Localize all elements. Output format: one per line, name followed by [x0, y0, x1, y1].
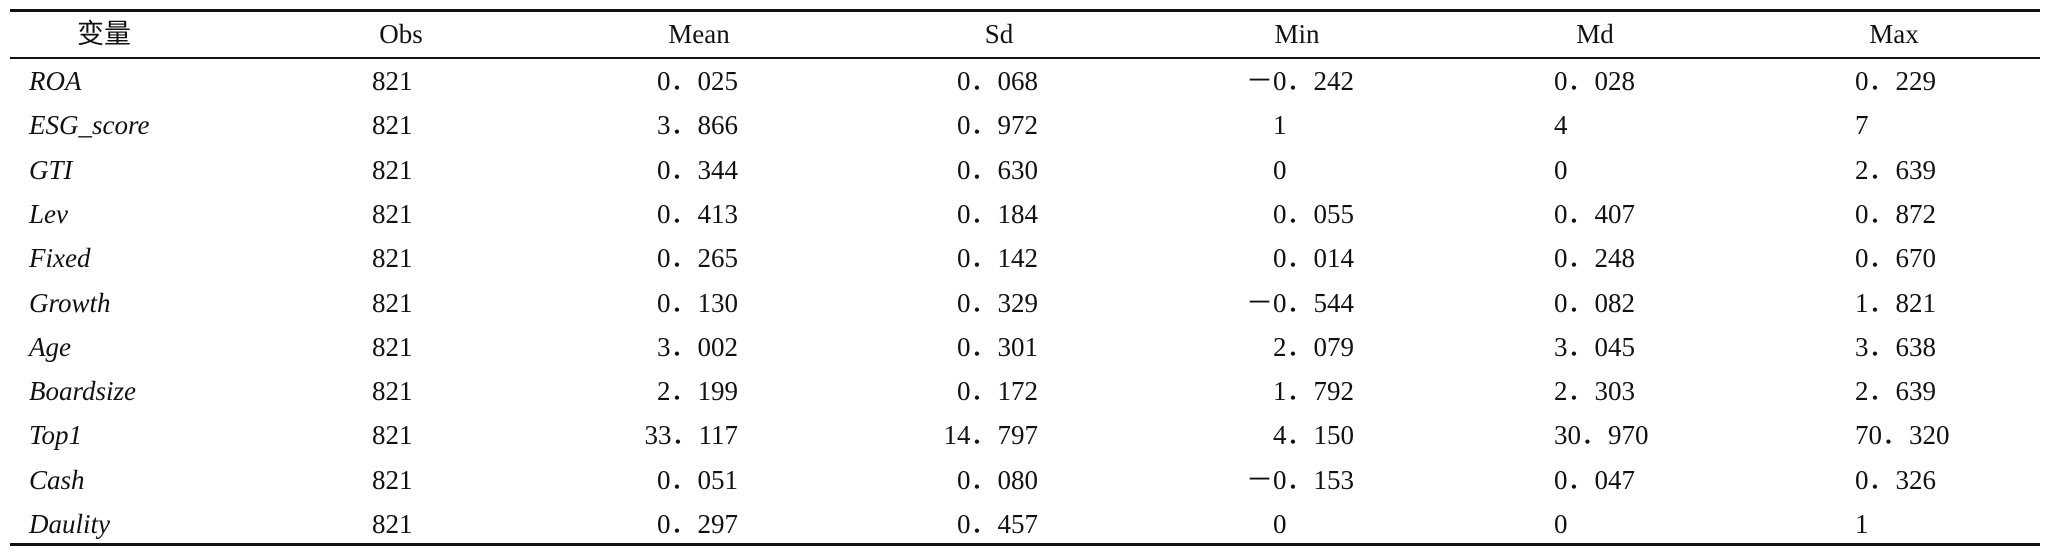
- header-cell: Sd: [984, 19, 1014, 49]
- stat-cell: 2．639: [1855, 376, 1936, 407]
- stat-cell: 0: [1554, 154, 1568, 185]
- stat-cell: 0: [1554, 509, 1568, 539]
- stat-cell: 0．051: [657, 464, 738, 495]
- stat-cell: 821: [372, 198, 413, 229]
- header-cell: Max: [1869, 19, 1919, 49]
- stat-cell: 821: [372, 509, 413, 539]
- variable-name: Boardsize: [29, 376, 136, 407]
- variable-name: Daulity: [29, 509, 110, 539]
- variable-name: GTI: [29, 154, 73, 185]
- stat-cell: 0．028: [1554, 66, 1635, 96]
- stat-cell: 70．320: [1855, 420, 1950, 451]
- stat-cell: 0．413: [657, 198, 738, 229]
- stat-cell: 0．248: [1554, 243, 1635, 274]
- stat-cell: 1．792: [1273, 376, 1354, 407]
- stat-cell: 0．972: [957, 110, 1038, 141]
- variable-name: ROA: [29, 66, 82, 96]
- stat-cell: 2．079: [1273, 331, 1354, 362]
- variable-name: Growth: [29, 287, 111, 318]
- variable-name: Age: [29, 331, 71, 362]
- stat-cell: 0．142: [957, 243, 1038, 274]
- stat-cell: 0: [1273, 509, 1287, 539]
- stat-cell: 1．821: [1855, 287, 1936, 318]
- stat-cell: 0: [1273, 154, 1287, 185]
- stat-cell: －0．242: [1246, 66, 1354, 96]
- top-rule: [10, 9, 2040, 12]
- stat-cell: 0．055: [1273, 198, 1354, 229]
- stat-cell: 3．002: [657, 331, 738, 362]
- header-cell: Md: [1576, 19, 1614, 49]
- stat-cell: 821: [372, 464, 413, 495]
- stat-cell: －0．544: [1246, 287, 1354, 318]
- header-cell: 变量: [77, 19, 131, 49]
- stat-cell: 7: [1855, 110, 1869, 141]
- stat-cell: 14．797: [943, 420, 1039, 451]
- stat-cell: 0．326: [1855, 464, 1936, 495]
- variable-name: Cash: [29, 464, 85, 495]
- header-cell: Obs: [379, 19, 423, 49]
- stat-cell: 821: [372, 110, 413, 141]
- stat-cell: 0．301: [957, 331, 1038, 362]
- stat-cell: 0．297: [657, 509, 738, 539]
- stat-cell: 0．407: [1554, 198, 1635, 229]
- stat-cell: 0．082: [1554, 287, 1635, 318]
- stat-cell: 2．303: [1554, 376, 1635, 407]
- stat-cell: 3．866: [657, 110, 738, 141]
- stat-cell: 30．970: [1554, 420, 1649, 451]
- stat-cell: 0．670: [1855, 243, 1936, 274]
- stat-cell: 0．184: [957, 198, 1038, 229]
- variable-name: ESG_score: [29, 110, 150, 141]
- variable-name: Top1: [29, 420, 83, 451]
- stat-cell: 0．344: [657, 154, 738, 185]
- variable-name: Lev: [29, 198, 68, 229]
- stat-cell: 2．639: [1855, 154, 1936, 185]
- stat-cell: 821: [372, 376, 413, 407]
- stat-cell: 0．080: [957, 464, 1038, 495]
- stat-cell: 4．150: [1273, 420, 1354, 451]
- stat-cell: 0．014: [1273, 243, 1354, 274]
- stat-cell: 0．630: [957, 154, 1038, 185]
- stat-cell: 0．329: [957, 287, 1038, 318]
- stat-cell: 0．047: [1554, 464, 1635, 495]
- stat-cell: 3．638: [1855, 331, 1936, 362]
- stat-cell: 2．199: [657, 376, 738, 407]
- stat-cell: 0．068: [957, 66, 1038, 96]
- stat-cell: 4: [1554, 110, 1568, 141]
- stat-cell: 33．117: [644, 420, 739, 451]
- stat-cell: 0．025: [657, 66, 738, 96]
- stat-cell: 0．229: [1855, 66, 1936, 96]
- header-cell: Mean: [668, 19, 730, 49]
- stat-cell: 821: [372, 243, 413, 274]
- variable-name: Fixed: [29, 243, 91, 274]
- stat-cell: 3．045: [1554, 331, 1635, 362]
- stat-cell: 0．265: [657, 243, 738, 274]
- stat-cell: －0．153: [1246, 464, 1354, 495]
- stat-cell: 0．172: [957, 376, 1038, 407]
- stat-cell: 0．457: [957, 509, 1038, 539]
- stat-cell: 0．872: [1855, 198, 1936, 229]
- stat-cell: 1: [1273, 110, 1287, 141]
- stat-cell: 821: [372, 331, 413, 362]
- stat-cell: 0．130: [657, 287, 738, 318]
- stat-cell: 821: [372, 66, 413, 96]
- header-cell: Min: [1274, 19, 1320, 49]
- stat-cell: 1: [1855, 509, 1869, 539]
- stat-cell: 821: [372, 154, 413, 185]
- stat-cell: 821: [372, 420, 413, 451]
- header-rule: [10, 57, 2040, 59]
- bottom-rule: [10, 543, 2040, 546]
- stat-cell: 821: [372, 287, 413, 318]
